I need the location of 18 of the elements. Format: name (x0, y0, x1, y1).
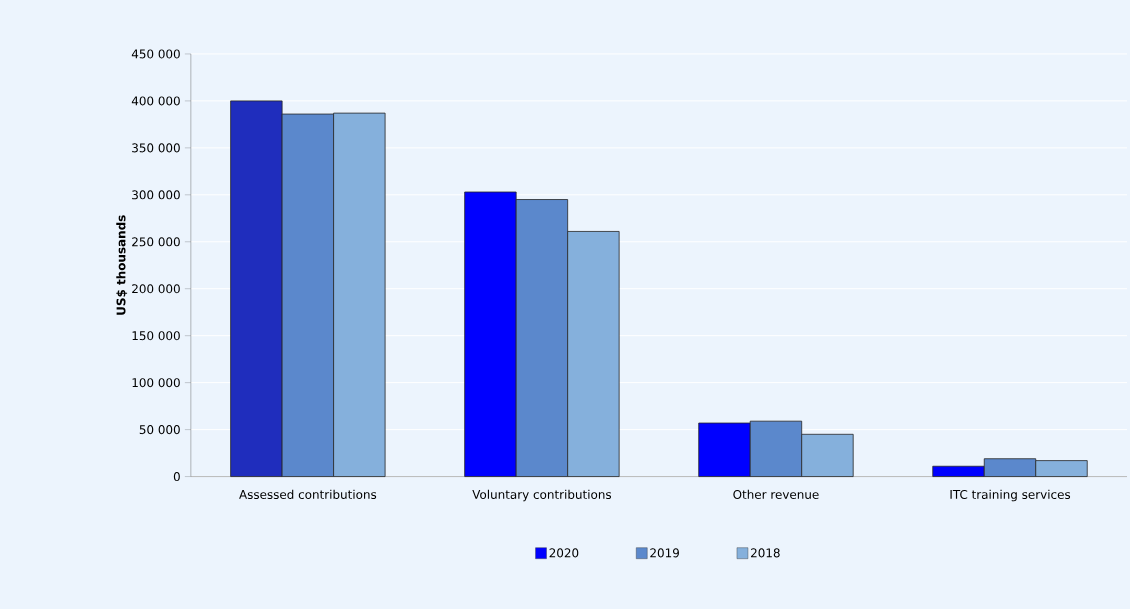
x-tick-label: Other revenue (733, 489, 819, 499)
x-tick-label: Assessed contributions (239, 489, 377, 499)
x-tick-label: ITC training services (950, 489, 1071, 502)
y-tick-label: 200 000 (132, 284, 180, 294)
y-tick-label: 400 000 (131, 96, 180, 106)
y-axis-title: US$ thousands (116, 215, 128, 315)
y-tick-label: 350 000 (132, 143, 180, 153)
legend-label: 2018 (751, 548, 780, 558)
x-tick-label: Voluntary contributions (472, 489, 612, 502)
y-tick-label: 250 000 (132, 237, 180, 247)
y-tick-label: 100 000 (132, 377, 180, 387)
y-tick-label: 450 000 (131, 49, 180, 59)
legend-label: 2020 (549, 548, 579, 558)
legend-label: 2019 (650, 548, 679, 558)
y-tick-label: 0 (173, 471, 180, 481)
y-tick-label: 150 000 (132, 330, 180, 340)
y-tick-label: 300 000 (132, 190, 180, 200)
y-tick-label: 50 000 (139, 424, 180, 434)
